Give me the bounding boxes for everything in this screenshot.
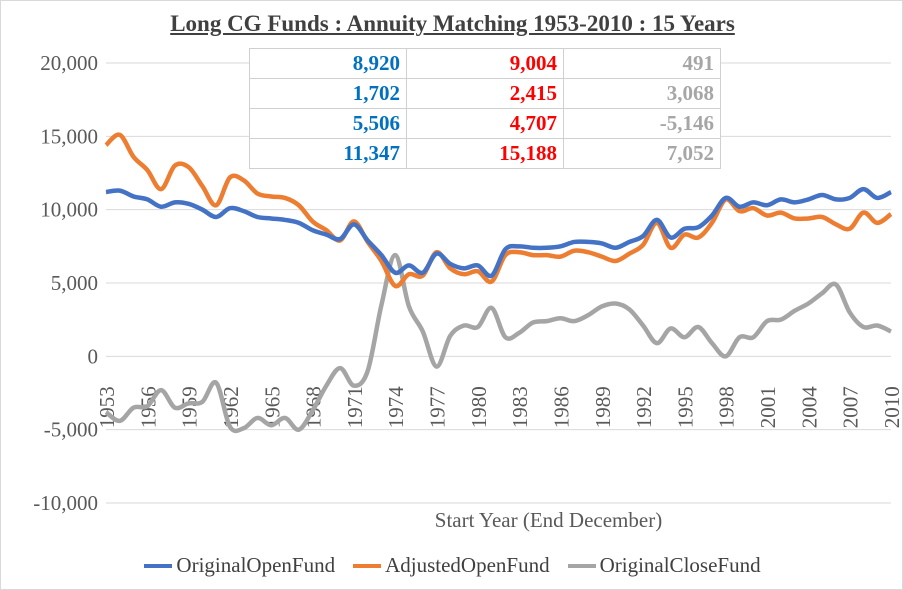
table-cell: -5,146 xyxy=(563,108,721,139)
x-tick-label: 1983 xyxy=(508,386,532,428)
legend-swatch xyxy=(353,563,382,568)
y-tick-label: -10,000 xyxy=(33,491,98,515)
legend: OriginalOpenFund AdjustedOpenFund Original… xyxy=(1,553,902,578)
chart-title: Long CG Funds : Annuity Matching 1953-20… xyxy=(170,11,735,36)
table-cell: 5,506 xyxy=(249,108,407,139)
legend-swatch xyxy=(144,563,173,568)
y-tick-label: 10,000 xyxy=(40,198,98,222)
x-tick-label: 1980 xyxy=(467,386,491,428)
x-tick-label: 2004 xyxy=(797,386,821,429)
legend-item: OriginalCloseFund xyxy=(567,553,761,578)
table-cell: 15,188 xyxy=(405,138,565,169)
x-tick-label: 2010 xyxy=(880,386,903,428)
x-tick-label: 1971 xyxy=(343,386,367,428)
legend-item: OriginalOpenFund xyxy=(144,553,335,578)
table-cell: 1,702 xyxy=(249,78,407,109)
legend-label: OriginalCloseFund xyxy=(599,553,761,577)
x-tick-label: 1992 xyxy=(632,386,656,428)
table-row: 5,506 4,707 -5,146 xyxy=(249,108,721,139)
table-row: 11,347 15,188 7,052 xyxy=(249,138,721,169)
y-tick-label: 0 xyxy=(88,344,99,368)
table-cell: 11,347 xyxy=(249,138,407,169)
x-tick-label: 1989 xyxy=(591,386,615,428)
x-tick-label: 2007 xyxy=(839,386,863,428)
x-tick-label: 1998 xyxy=(715,386,739,428)
table-cell: 7,052 xyxy=(563,138,721,169)
legend-label: AdjustedOpenFund xyxy=(385,553,550,577)
x-tick-label: 1974 xyxy=(384,386,408,429)
legend-label: OriginalOpenFund xyxy=(176,553,336,577)
y-tick-label: 15,000 xyxy=(40,124,98,148)
x-tick-label: 2001 xyxy=(756,386,780,428)
table-cell: 2,415 xyxy=(405,78,565,109)
series-line-AdjustedOpenFund xyxy=(104,132,893,289)
table-row: 8,920 9,004 491 xyxy=(249,48,721,79)
summary-table: 8,920 9,004 491 1,702 2,415 3,068 5,506 4,707 -5… xyxy=(249,48,721,169)
x-axis-label: Start Year (End December) xyxy=(435,508,662,532)
series-line-OriginalOpenFund xyxy=(105,186,893,279)
x-tick-label: 1995 xyxy=(673,386,697,428)
y-tick-label: 5,000 xyxy=(51,271,98,295)
x-tick-label: 1977 xyxy=(426,386,450,428)
table-cell: 491 xyxy=(563,48,721,79)
series-line-OriginalCloseFund xyxy=(104,252,892,434)
table-cell: 3,068 xyxy=(563,78,721,109)
table-cell: 8,920 xyxy=(249,48,407,79)
x-tick-label: 1986 xyxy=(549,386,573,428)
y-tick-label: -5,000 xyxy=(44,418,98,442)
legend-swatch xyxy=(567,563,596,568)
y-tick-label: 20,000 xyxy=(40,51,98,75)
table-row: 1,702 2,415 3,068 xyxy=(249,78,721,109)
table-cell: 9,004 xyxy=(405,48,565,79)
table-cell: 4,707 xyxy=(405,108,565,139)
legend-item: AdjustedOpenFund xyxy=(353,553,550,578)
